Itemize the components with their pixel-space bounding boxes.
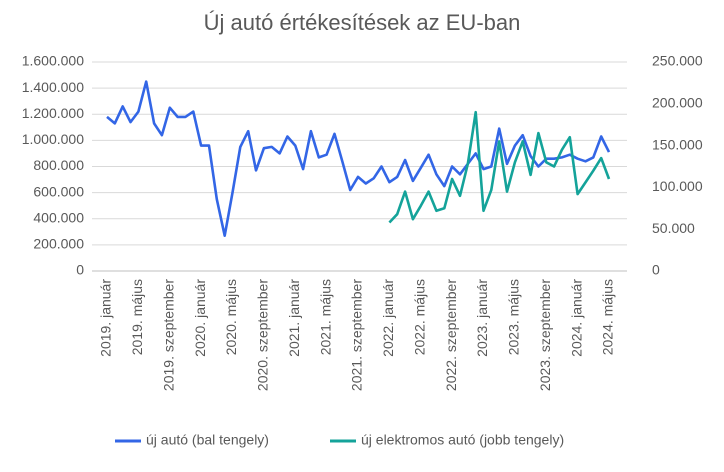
legend-label: új autó (bal tengely)	[146, 432, 269, 448]
y2-tick-label: 250.000	[652, 53, 703, 69]
y2-tick-label: 200.000	[652, 95, 703, 111]
x-tick-label: 2022. május	[411, 279, 427, 355]
x-tick-label: 2022. szeptember	[443, 279, 459, 391]
y-tick-label: 200.000	[33, 236, 84, 252]
y2-tick-label: 150.000	[652, 136, 703, 152]
y-tick-label: 0	[76, 262, 84, 278]
y-tick-label: 600.000	[33, 183, 84, 199]
x-tick-label: 2020. szeptember	[255, 279, 271, 391]
x-tick-label: 2021. május	[317, 279, 333, 355]
x-tick-label: 2020. május	[223, 279, 239, 355]
y2-tick-label: 0	[652, 262, 660, 278]
x-tick-label: 2021. szeptember	[349, 279, 365, 391]
x-tick-label: 2023. szeptember	[537, 279, 553, 391]
x-tick-label: 2019. január	[98, 279, 114, 357]
y-tick-label: 800.000	[33, 157, 84, 173]
y-tick-label: 1.400.000	[22, 79, 84, 95]
x-tick-label: 2023. január	[474, 279, 490, 357]
x-tick-label: 2021. január	[286, 279, 302, 357]
x-tick-label: 2024. január	[568, 279, 584, 357]
y-tick-label: 1.000.000	[22, 131, 84, 147]
y2-tick-label: 50.000	[652, 220, 695, 236]
x-tick-label: 2019. május	[129, 279, 145, 355]
x-tick-label: 2019. szeptember	[160, 279, 176, 391]
y-tick-label: 400.000	[33, 209, 84, 225]
x-tick-label: 2020. január	[192, 279, 208, 357]
x-tick-label: 2022. január	[380, 279, 396, 357]
x-tick-label: 2023. május	[506, 279, 522, 355]
y-tick-label: 1.200.000	[22, 105, 84, 121]
series-line	[388, 110, 611, 224]
legend-label: új elektromos autó (jobb tengely)	[361, 432, 564, 448]
chart-title: Új autó értékesítések az EU-ban	[204, 10, 521, 35]
y2-tick-label: 100.000	[652, 178, 703, 194]
series-line	[106, 80, 611, 237]
y-tick-label: 1.600.000	[22, 53, 84, 69]
x-tick-label: 2024. május	[600, 279, 616, 355]
